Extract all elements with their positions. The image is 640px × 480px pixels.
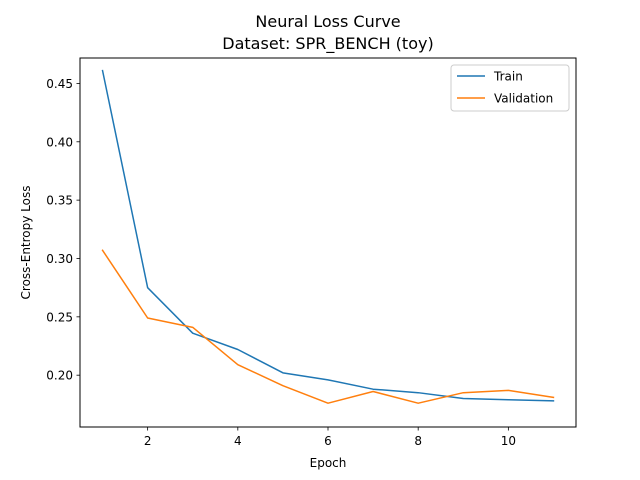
y-tick-label: 0.25	[46, 310, 73, 324]
legend: Train Validation	[450, 64, 570, 112]
y-tick-label: 0.20	[46, 369, 73, 383]
y-tick-label: 0.45	[46, 77, 73, 91]
x-tick-label: 4	[234, 434, 242, 448]
y-axis-ticks: 0.20 0.25 0.30 0.35 0.40 0.45	[46, 77, 80, 383]
chart-subtitle: Dataset: SPR_BENCH (toy)	[222, 34, 433, 54]
x-tick-label: 10	[501, 434, 516, 448]
series-line-train	[101, 69, 555, 402]
series-layer	[101, 69, 555, 404]
y-tick-label: 0.35	[46, 194, 73, 208]
y-tick-label: 0.40	[46, 135, 73, 149]
x-tick-label: 6	[324, 434, 332, 448]
x-axis-ticks: 2 4 6 8 10	[144, 427, 516, 448]
x-tick-label: 8	[414, 434, 422, 448]
series-line-validation	[101, 249, 555, 404]
plot-area: 2 4 6 8 10 0.20 0.25 0.30 0.35 0.40 0.45	[46, 57, 577, 448]
legend-label-validation: Validation	[494, 92, 553, 106]
y-tick-label: 0.30	[46, 252, 73, 266]
x-tick-label: 2	[144, 434, 152, 448]
legend-label-train: Train	[493, 70, 523, 84]
y-axis-label: Cross-Entropy Loss	[19, 186, 33, 300]
axes-frame	[79, 57, 577, 428]
chart-title: Neural Loss Curve	[255, 12, 400, 31]
x-axis-label: Epoch	[310, 456, 347, 470]
